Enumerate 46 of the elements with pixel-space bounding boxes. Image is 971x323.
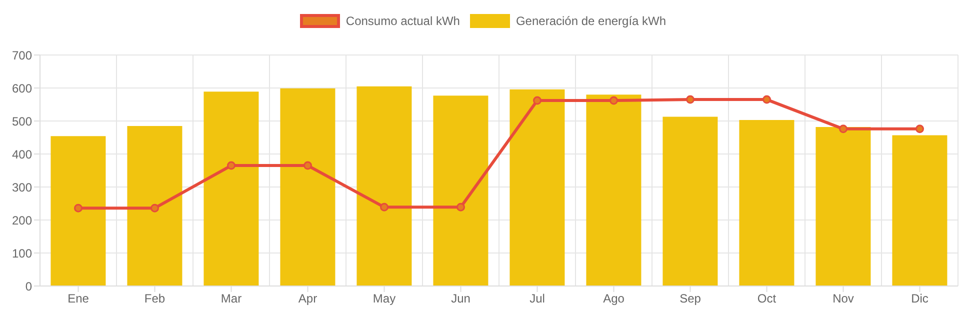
x-tick-label: Apr bbox=[298, 292, 318, 306]
x-tick-label: Ene bbox=[68, 292, 90, 306]
bar bbox=[356, 86, 412, 286]
x-tick-label: Nov bbox=[832, 292, 854, 306]
x-tick-label: Jul bbox=[530, 292, 545, 306]
y-tick-label: 0 bbox=[25, 279, 32, 294]
point bbox=[74, 204, 82, 212]
y-tick-label: 400 bbox=[12, 147, 32, 162]
bar bbox=[127, 126, 182, 286]
point bbox=[456, 202, 465, 212]
bar bbox=[662, 116, 718, 286]
bar bbox=[586, 94, 642, 286]
y-tick-label: 700 bbox=[12, 48, 32, 62]
point bbox=[916, 124, 924, 134]
point bbox=[304, 161, 312, 170]
bar bbox=[433, 96, 488, 286]
x-tick-label: Oct bbox=[757, 292, 777, 306]
x-tick-label: Jun bbox=[451, 292, 470, 306]
point bbox=[150, 204, 159, 212]
x-tick-label: Sep bbox=[680, 292, 702, 306]
bar bbox=[204, 92, 259, 286]
x-tick-label: Mar bbox=[220, 292, 242, 306]
y-tick-label: 100 bbox=[12, 246, 32, 260]
bar bbox=[280, 88, 336, 286]
legend-label: Consumo actual kWh bbox=[346, 14, 460, 28]
x-tick-label: Dic bbox=[911, 292, 928, 306]
point bbox=[610, 96, 618, 105]
point bbox=[839, 124, 848, 134]
x-tick-label: May bbox=[372, 292, 396, 306]
bar bbox=[739, 120, 794, 286]
point bbox=[686, 95, 694, 104]
point bbox=[227, 161, 236, 170]
bar bbox=[816, 126, 871, 286]
legend-label: Generación de energía kWh bbox=[516, 14, 666, 28]
y-tick-label: 500 bbox=[12, 114, 32, 128]
x-tick-label: Ago bbox=[603, 292, 625, 306]
point bbox=[762, 95, 771, 104]
y-tick-label: 200 bbox=[12, 213, 32, 228]
y-tick-label: 300 bbox=[12, 180, 32, 194]
point bbox=[533, 96, 542, 105]
x-tick-label: Feb bbox=[144, 292, 166, 306]
y-tick-label: 600 bbox=[12, 81, 32, 96]
bar bbox=[510, 89, 565, 286]
point bbox=[380, 202, 388, 212]
bar bbox=[50, 136, 106, 286]
bar bbox=[892, 135, 948, 286]
